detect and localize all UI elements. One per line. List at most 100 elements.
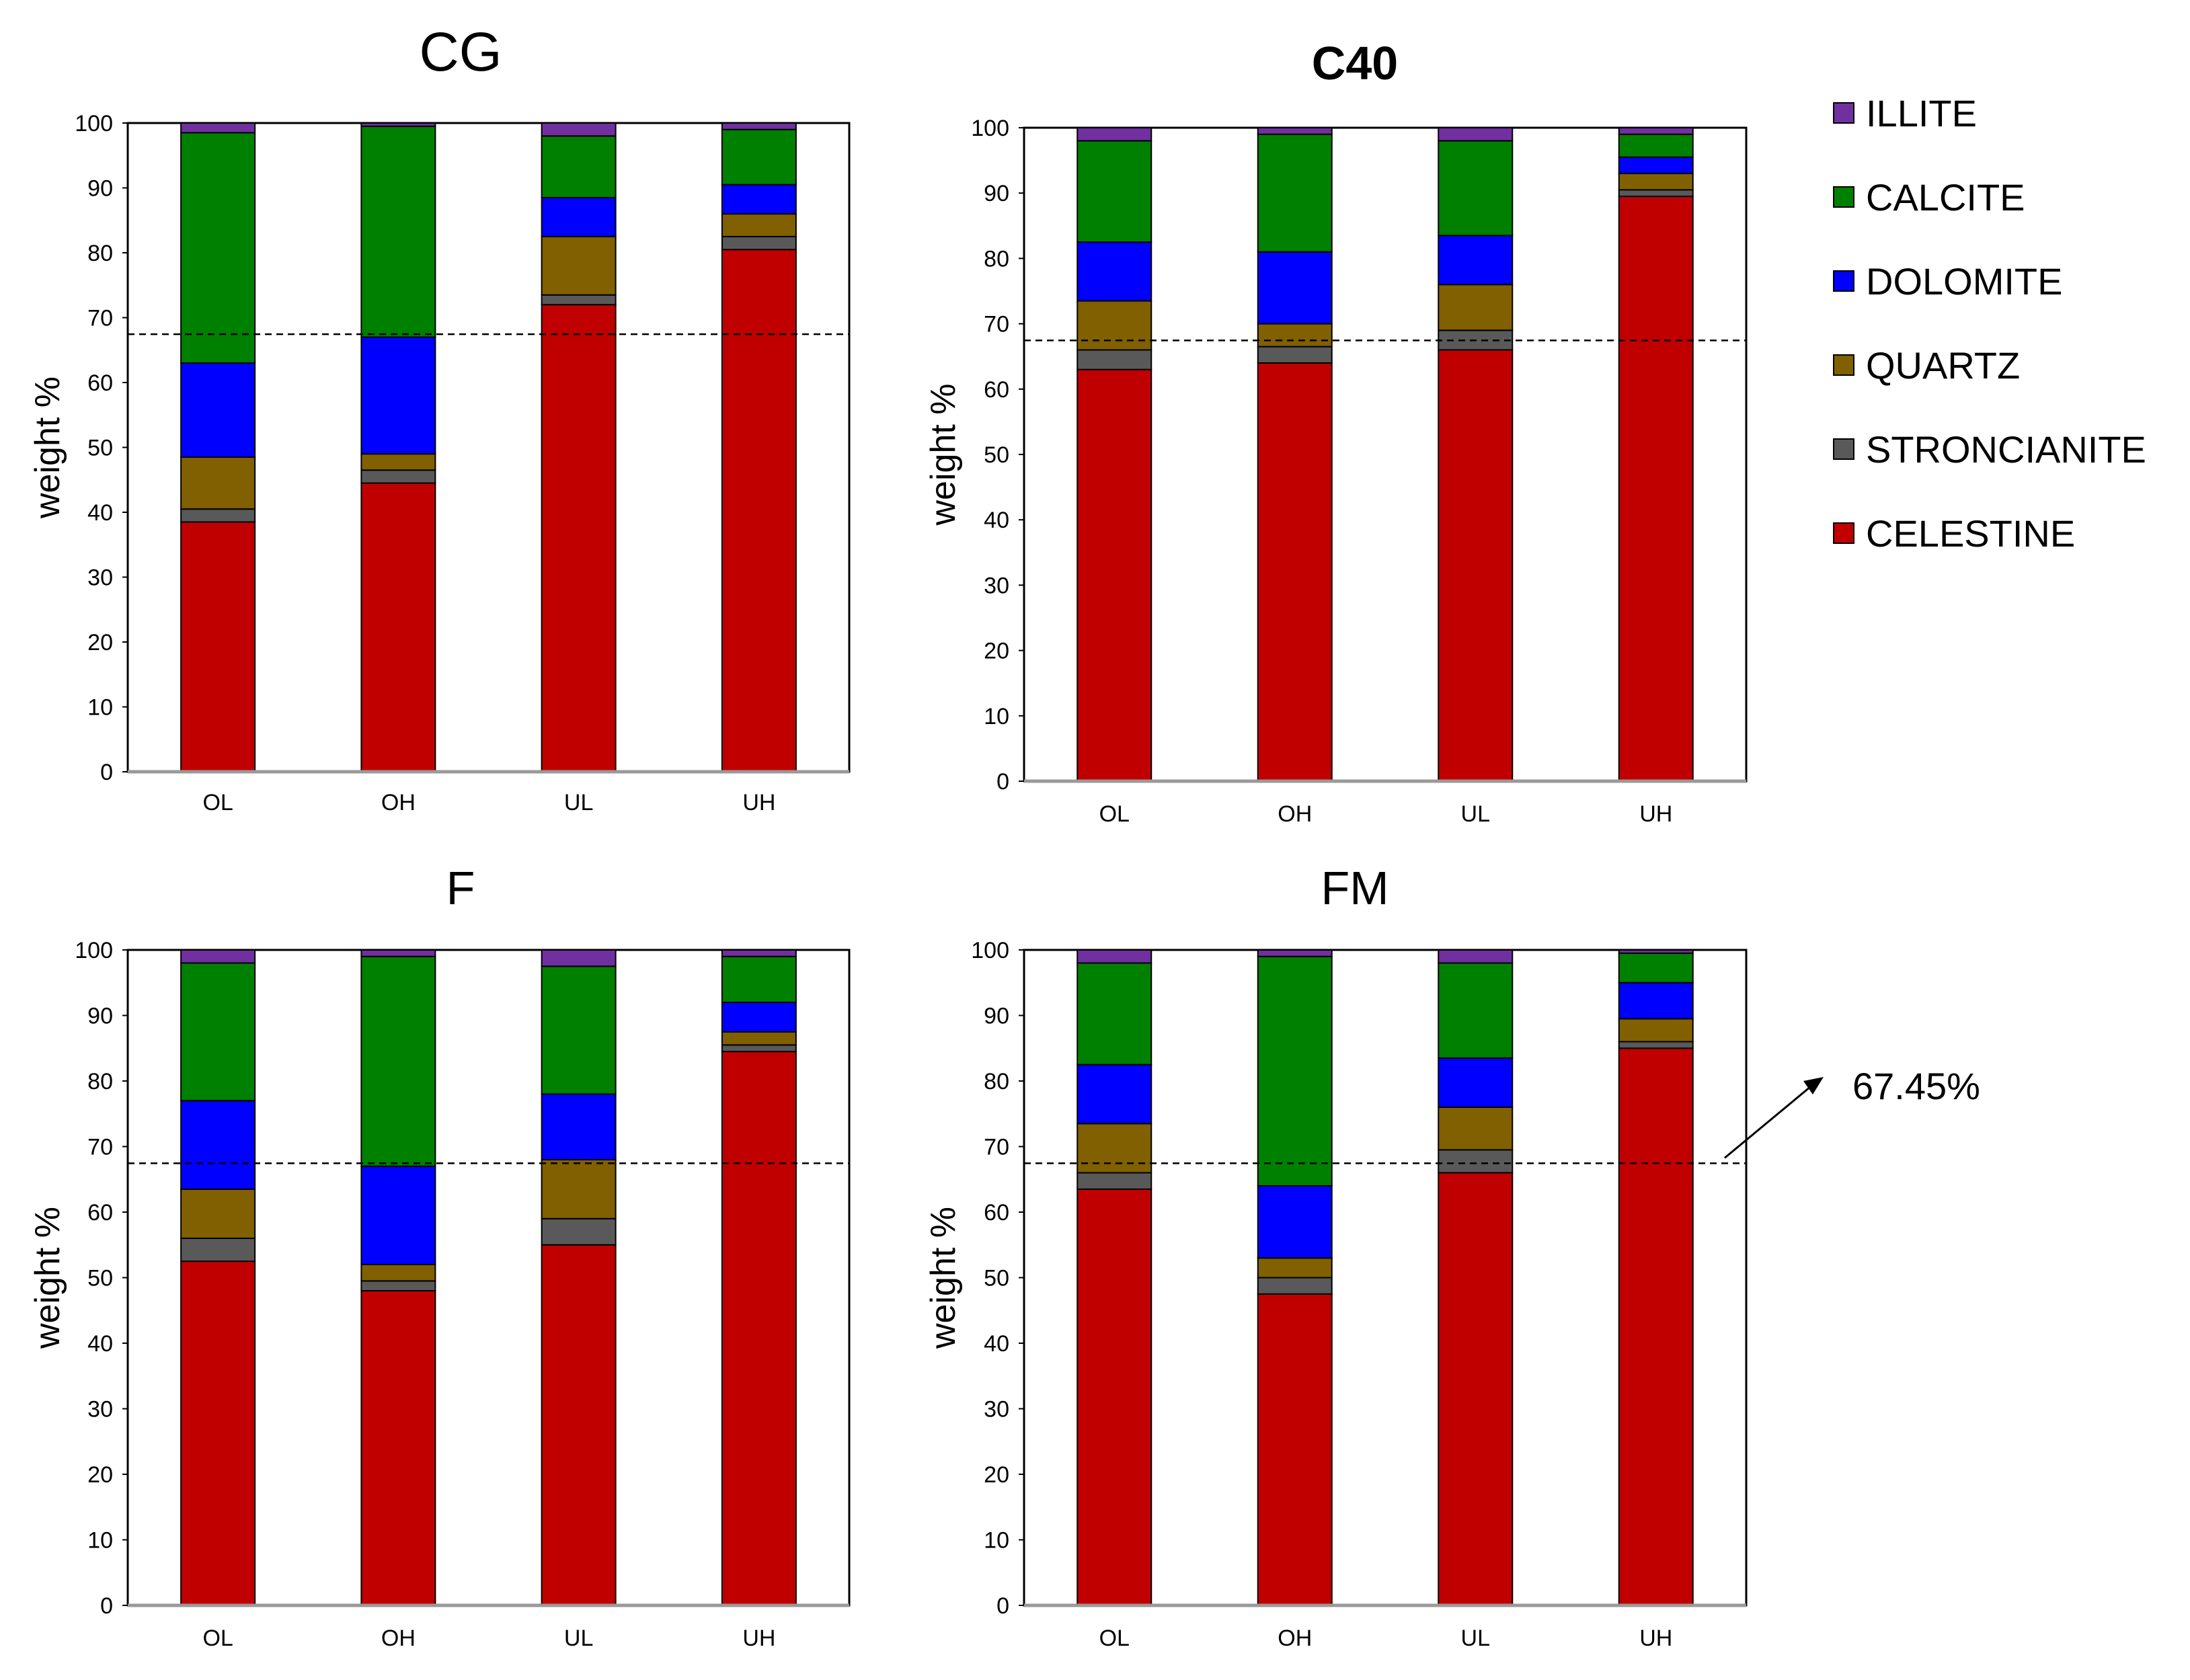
- bar-segment-calcite: [541, 135, 617, 198]
- bar-segment-celestine: [1618, 1047, 1694, 1606]
- bar-segment-calcite: [1438, 140, 1514, 237]
- bar-stack-oh: [1257, 127, 1333, 782]
- legend-swatch: [1833, 186, 1854, 208]
- y-tick-label: 80: [87, 241, 113, 266]
- legend-label: ILLITE: [1866, 92, 1977, 134]
- legend-item-celestine: CELESTINE: [1833, 512, 2075, 555]
- bar-stack-ul: [541, 949, 617, 1606]
- y-tick-label: 10: [87, 695, 113, 721]
- x-tick-label: OH: [1278, 1626, 1312, 1651]
- bar-segment-celestine: [360, 1290, 436, 1606]
- bar-segment-quartz: [1618, 1018, 1694, 1043]
- bar-stack-uh: [721, 122, 797, 772]
- y-tick-label: 50: [984, 442, 1009, 468]
- y-tick-label: 10: [984, 704, 1009, 729]
- y-tick-label: 70: [87, 306, 113, 331]
- legend-label: STRONCIANITE: [1866, 428, 2146, 471]
- legend-swatch: [1833, 102, 1854, 124]
- bar-segment-quartz: [360, 453, 436, 471]
- y-tick-label: 0: [100, 760, 113, 785]
- bar-segment-illite: [1257, 949, 1333, 957]
- bar-segment-stroncianite: [1257, 1277, 1333, 1295]
- bar-segment-calcite: [180, 962, 256, 1102]
- y-tick-label: 100: [971, 116, 1009, 141]
- bar-segment-dolomite: [1077, 1064, 1152, 1125]
- chart-panel-cg: CG 0 10 20 30 40 50 60 70 80 90 100 weight % OL OH UL UH: [28, 22, 851, 815]
- bar-segment-calcite: [541, 965, 617, 1095]
- y-tick-label: 100: [75, 938, 113, 963]
- bar-segment-quartz: [541, 235, 617, 296]
- bar-segment-illite: [360, 949, 436, 957]
- legend-label: CALCITE: [1866, 176, 2025, 218]
- bar-segment-calcite: [360, 125, 436, 338]
- bar-segment-dolomite: [1618, 156, 1694, 175]
- bar-segment-stroncianite: [180, 508, 256, 523]
- bar-segment-stroncianite: [1077, 1172, 1152, 1190]
- y-tick-label: 20: [984, 639, 1009, 664]
- bar-segment-dolomite: [541, 1093, 617, 1160]
- y-tick-label: 80: [87, 1069, 113, 1094]
- bar-segment-calcite: [180, 132, 256, 364]
- x-tick-label: UH: [1639, 1626, 1672, 1651]
- y-tick-label: 30: [984, 573, 1009, 598]
- bar-stack-ol: [180, 122, 256, 772]
- bar-segment-stroncianite: [1077, 349, 1152, 370]
- bar-stack-ul: [1438, 949, 1514, 1606]
- y-tick-label: 60: [87, 370, 113, 396]
- x-tick-label: OL: [1099, 1626, 1130, 1651]
- y-tick-label: 90: [984, 181, 1009, 206]
- bar-segment-illite: [180, 949, 256, 964]
- bar-segment-dolomite: [180, 362, 256, 458]
- x-tick-label: UL: [1461, 1626, 1490, 1651]
- bar-segment-quartz: [721, 1031, 797, 1046]
- legend-swatch: [1833, 522, 1854, 544]
- bar-segment-calcite: [1077, 140, 1152, 243]
- y-tick-label: 20: [87, 1462, 113, 1488]
- bar-segment-dolomite: [180, 1100, 256, 1190]
- bar-segment-quartz: [1077, 300, 1152, 351]
- y-tick-label: 50: [984, 1266, 1009, 1291]
- bar-stack-ol: [1077, 949, 1152, 1606]
- bar-stack-uh: [1618, 127, 1694, 782]
- bar-segment-stroncianite: [1438, 1149, 1514, 1174]
- bar-segment-illite: [1618, 949, 1694, 954]
- reference-value-label: 67.45%: [1852, 1065, 1980, 1107]
- bar-segment-stroncianite: [1618, 1041, 1694, 1049]
- bar-segment-celestine: [1077, 1188, 1152, 1606]
- bar-segment-stroncianite: [721, 1044, 797, 1053]
- y-tick-label: 40: [87, 1331, 113, 1357]
- bar-stack-oh: [1257, 949, 1333, 1606]
- y-tick-label: 50: [87, 436, 113, 461]
- bar-segment-quartz: [1077, 1123, 1152, 1174]
- legend-item-calcite: CALCITE: [1833, 176, 2025, 218]
- bar-segment-celestine: [721, 249, 797, 772]
- x-tick-label: UH: [742, 1626, 775, 1651]
- y-axis-label: weight %: [924, 384, 963, 526]
- bar-segment-illite: [180, 122, 256, 134]
- bar-segment-quartz: [1257, 1257, 1333, 1279]
- annotation-arrow-shaft: [1724, 1082, 1815, 1159]
- bar-segment-dolomite: [1438, 1057, 1514, 1108]
- legend-label: QUARTZ: [1866, 344, 2020, 387]
- bar-segment-celestine: [180, 1261, 256, 1606]
- bar-segment-stroncianite: [360, 1280, 436, 1291]
- y-tick-label: 20: [87, 630, 113, 655]
- y-tick-label: 70: [984, 1135, 1009, 1160]
- x-tick-label: OL: [1099, 801, 1130, 827]
- x-tick-label: UL: [564, 790, 593, 815]
- chart-panel-c40: C40 0 10 20 30 40 50 60 70 80 90 100 weight % OL OH UL U…: [924, 37, 1748, 827]
- bar-segment-illite: [1438, 127, 1514, 142]
- bar-segment-celestine: [541, 1244, 617, 1606]
- bar-segment-calcite: [1438, 962, 1514, 1059]
- bar-segment-illite: [360, 122, 436, 127]
- y-tick-label: 70: [984, 312, 1009, 337]
- y-tick-label: 20: [984, 1462, 1009, 1488]
- legend: ILLITE CALCITE DOLOMITE QUARTZ STRONCIANITE C…: [1833, 92, 2146, 555]
- bar-segment-dolomite: [1257, 1185, 1333, 1259]
- bar-segment-calcite: [1257, 955, 1333, 1187]
- bar-segment-stroncianite: [541, 1217, 617, 1246]
- bar-segment-illite: [1257, 127, 1333, 135]
- bar-segment-dolomite: [1438, 235, 1514, 286]
- bar-segment-calcite: [1257, 133, 1333, 253]
